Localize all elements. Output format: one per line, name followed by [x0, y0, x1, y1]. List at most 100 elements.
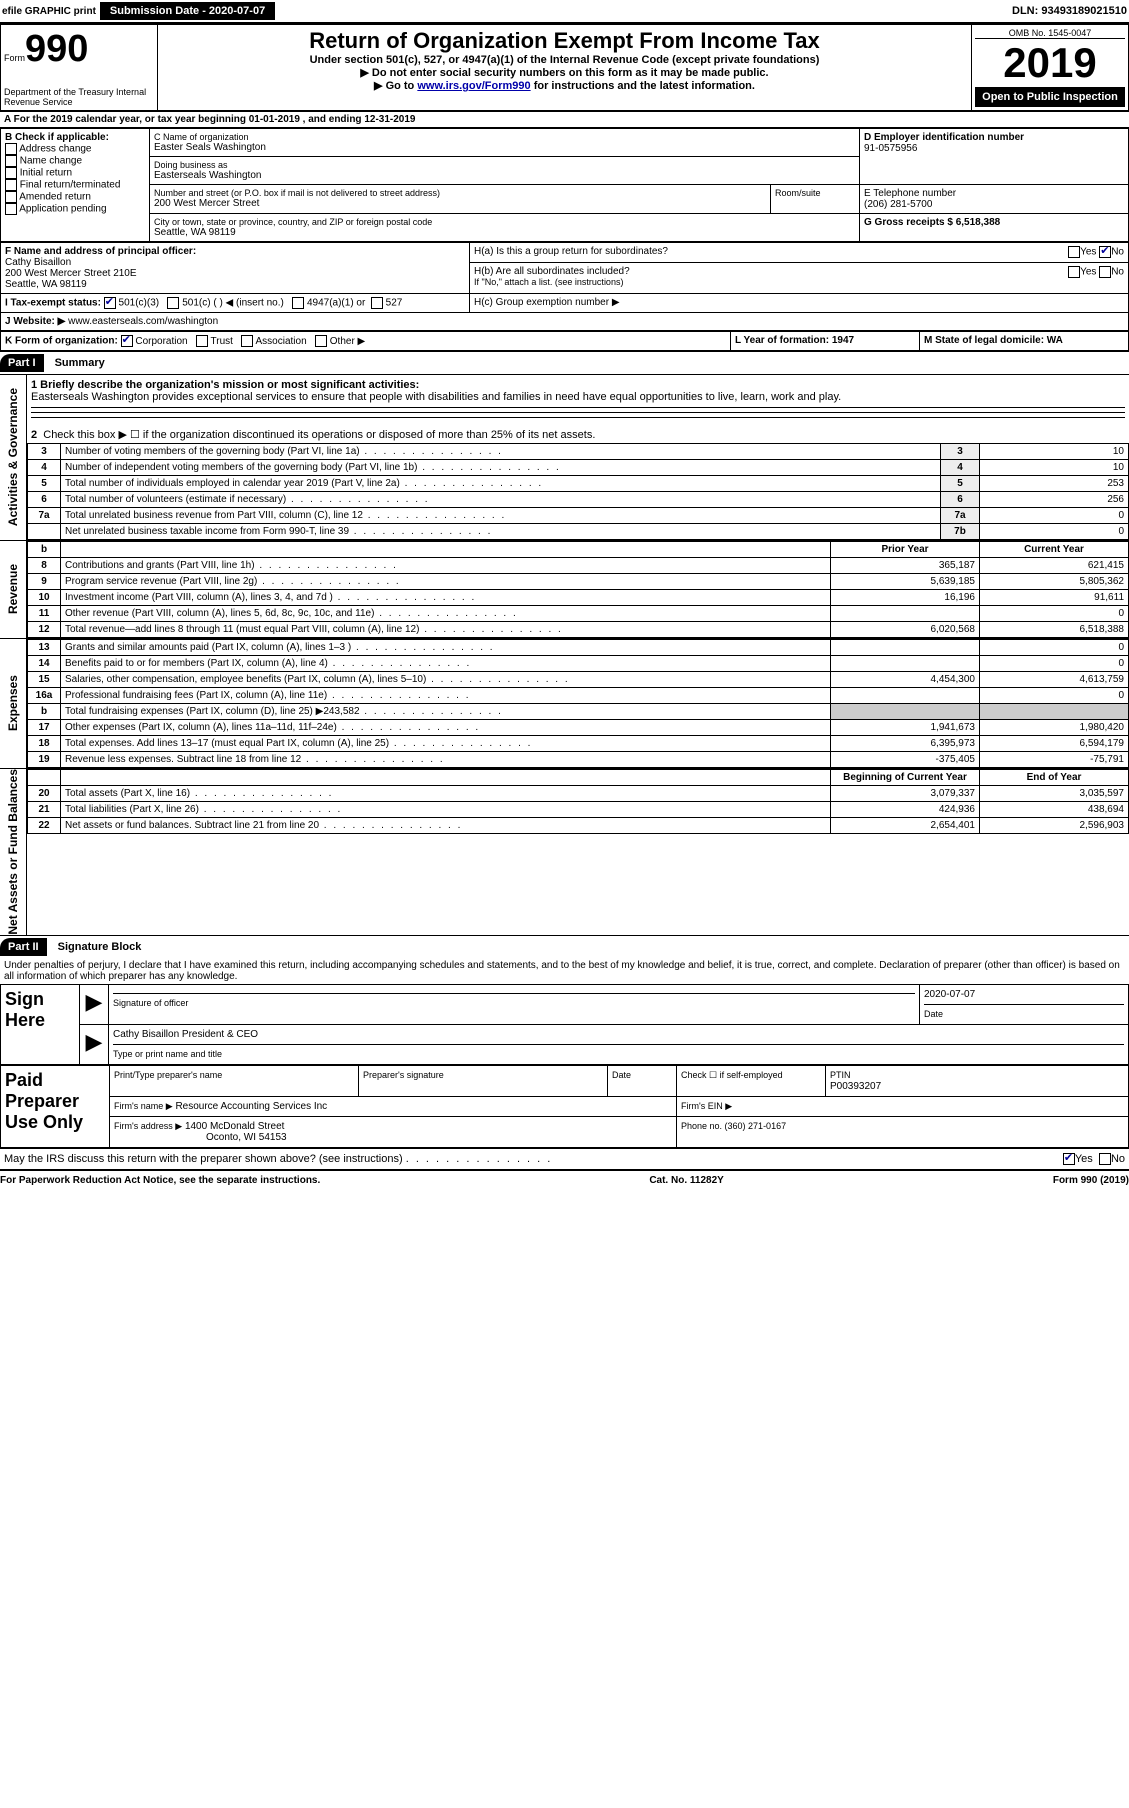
ptin-label: PTIN: [830, 1070, 851, 1080]
table-row: 21Total liabilities (Part X, line 26)424…: [28, 802, 1129, 818]
paperwork-notice: For Paperwork Reduction Act Notice, see …: [0, 1175, 320, 1186]
prep-date-label: Date: [612, 1070, 631, 1080]
ha-label: H(a) Is this a group return for subordin…: [474, 246, 668, 257]
omb-label: OMB No. 1545-0047: [975, 28, 1125, 39]
c-name-label: C Name of organization: [154, 132, 855, 142]
irs-link-line: ▶ Go to www.irs.gov/Form990 for instruct…: [161, 79, 968, 92]
discuss-yes-checkbox[interactable]: [1063, 1153, 1075, 1165]
b-item: Amended return: [5, 191, 145, 203]
k-checkbox[interactable]: [241, 335, 253, 347]
c-city-label: City or town, state or province, country…: [154, 217, 855, 227]
k-label: K Form of organization:: [5, 336, 118, 347]
discuss-no-checkbox[interactable]: [1099, 1153, 1111, 1165]
irs-link-post: for instructions and the latest informat…: [531, 80, 755, 92]
part2-header: Part II: [0, 938, 47, 956]
k-checkbox[interactable]: [315, 335, 327, 347]
firm-addr1: 1400 McDonald Street: [185, 1121, 285, 1132]
prep-name-label: Print/Type preparer's name: [114, 1070, 222, 1080]
b-item: Name change: [5, 155, 145, 167]
table-row: 6Total number of volunteers (estimate if…: [28, 492, 1129, 508]
line1-text: Easterseals Washington provides exceptio…: [31, 391, 1125, 403]
hb-no-checkbox[interactable]: [1099, 266, 1111, 278]
i-opt4: 527: [386, 298, 403, 309]
activities-vert-label: Activities & Governance: [0, 375, 27, 540]
dept-label: Department of the Treasury Internal Reve…: [4, 87, 154, 107]
table-row: 9Program service revenue (Part VIII, lin…: [28, 574, 1129, 590]
org-name: Easter Seals Washington: [154, 142, 855, 153]
paid-preparer-label: Paid Preparer Use Only: [5, 1070, 105, 1133]
firm-ein-label: Firm's EIN ▶: [681, 1101, 732, 1111]
b-checkbox[interactable]: [5, 203, 17, 215]
table-row: 15Salaries, other compensation, employee…: [28, 672, 1129, 688]
table-row: bTotal fundraising expenses (Part IX, co…: [28, 704, 1129, 720]
table-row: 22Net assets or fund balances. Subtract …: [28, 818, 1129, 834]
expenses-vert-label: Expenses: [0, 639, 27, 768]
main-title: Return of Organization Exempt From Incom…: [161, 28, 968, 54]
submission-date-button[interactable]: Submission Date - 2020-07-07: [100, 2, 275, 20]
ha-yes-checkbox[interactable]: [1068, 246, 1080, 258]
sign-here-label: Sign Here: [5, 989, 75, 1031]
section-b-items: Address change Name change Initial retur…: [5, 143, 145, 215]
k-checkbox[interactable]: [121, 335, 133, 347]
irs-link[interactable]: www.irs.gov/Form990: [417, 80, 530, 92]
part1-header: Part I: [0, 354, 44, 372]
c-street-label: Number and street (or P.O. box if mail i…: [154, 188, 766, 198]
b-item: Application pending: [5, 203, 145, 215]
form-header-table: Form990 Department of the Treasury Inter…: [0, 24, 1129, 112]
revenue-table: bPrior YearCurrent Year8Contributions an…: [27, 541, 1129, 638]
under-section: Under section 501(c), 527, or 4947(a)(1)…: [161, 54, 968, 66]
discuss-yes-label: Yes: [1075, 1153, 1093, 1165]
table-row: 12Total revenue—add lines 8 through 11 (…: [28, 622, 1129, 638]
i-opt2: 501(c) ( ) ◀ (insert no.): [182, 298, 284, 309]
klm-table: K Form of organization: Corporation Trus…: [0, 331, 1129, 351]
expenses-table: 13Grants and similar amounts paid (Part …: [27, 639, 1129, 768]
d-ein-value: 91-0575956: [864, 143, 1124, 154]
c-city-value: Seattle, WA 98119: [154, 227, 855, 238]
irs-link-pre: ▶ Go to: [374, 80, 417, 92]
b-checkbox[interactable]: [5, 167, 17, 179]
ha-no-checkbox[interactable]: [1099, 246, 1111, 258]
firm-addr2: Oconto, WI 54153: [206, 1132, 287, 1143]
i-4947-checkbox[interactable]: [292, 297, 304, 309]
sig-officer-label: Signature of officer: [113, 998, 188, 1008]
l-label: L Year of formation: 1947: [735, 335, 854, 346]
m-label: M State of legal domicile: WA: [924, 335, 1063, 346]
sig-date-label: Date: [924, 1009, 943, 1019]
i-label: I Tax-exempt status:: [5, 298, 101, 309]
i-opt3: 4947(a)(1) or: [307, 298, 365, 309]
table-row: 4Number of independent voting members of…: [28, 460, 1129, 476]
line1-label: 1 Briefly describe the organization's mi…: [31, 379, 1125, 391]
j-website[interactable]: www.easterseals.com/washington: [68, 316, 218, 327]
hb-label: H(b) Are all subordinates included?: [474, 266, 630, 277]
j-label: J Website: ▶: [5, 316, 65, 327]
ssn-warning: ▶ Do not enter social security numbers o…: [161, 66, 968, 79]
top-bar: efile GRAPHIC print Submission Date - 20…: [0, 0, 1129, 24]
part2-title: Signature Block: [58, 941, 142, 953]
table-row: 17Other expenses (Part IX, column (A), l…: [28, 720, 1129, 736]
b-item: Address change: [5, 143, 145, 155]
open-public-label: Open to Public Inspection: [975, 87, 1125, 107]
prep-sig-label: Preparer's signature: [363, 1070, 444, 1080]
firm-phone: Phone no. (360) 271-0167: [681, 1121, 786, 1131]
efile-label: efile GRAPHIC print: [2, 6, 96, 17]
table-row: 14Benefits paid to or for members (Part …: [28, 656, 1129, 672]
b-checkbox[interactable]: [5, 155, 17, 167]
b-checkbox[interactable]: [5, 179, 17, 191]
table-row: 5Total number of individuals employed in…: [28, 476, 1129, 492]
table-row: 13Grants and similar amounts paid (Part …: [28, 640, 1129, 656]
i-527-checkbox[interactable]: [371, 297, 383, 309]
hb-yes-checkbox[interactable]: [1068, 266, 1080, 278]
i-501c3-checkbox[interactable]: [104, 297, 116, 309]
sig-name: Cathy Bisaillon President & CEO: [113, 1029, 1124, 1040]
section-b-title: B Check if applicable:: [5, 132, 145, 143]
e-phone-value: (206) 281-5700: [864, 199, 1124, 210]
sig-date: 2020-07-07: [924, 989, 1124, 1000]
b-checkbox[interactable]: [5, 191, 17, 203]
i-501c-checkbox[interactable]: [167, 297, 179, 309]
part1-title: Summary: [55, 357, 105, 369]
tax-year: 2019: [975, 39, 1125, 87]
activities-table: 3Number of voting members of the governi…: [27, 443, 1129, 540]
b-checkbox[interactable]: [5, 143, 17, 155]
e-phone-label: E Telephone number: [864, 188, 1124, 199]
k-checkbox[interactable]: [196, 335, 208, 347]
